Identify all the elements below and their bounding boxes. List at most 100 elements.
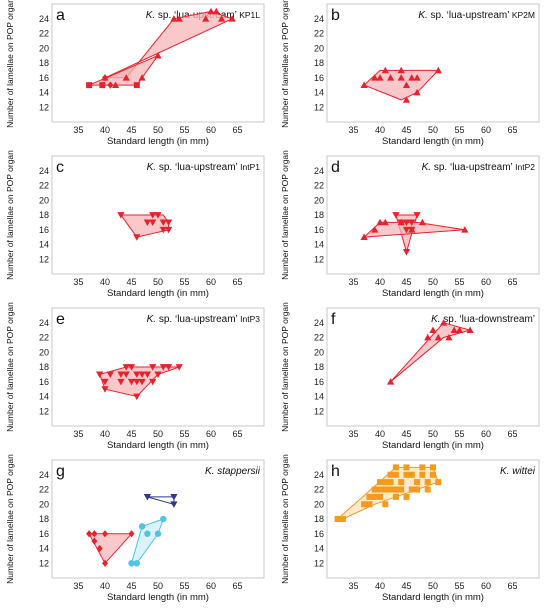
data-point <box>392 486 399 493</box>
x-tick-label: 35 <box>348 429 358 439</box>
data-point <box>101 386 109 393</box>
data-point <box>133 234 141 241</box>
y-tick-label: 24 <box>39 318 49 328</box>
data-point <box>86 530 93 538</box>
data-point <box>387 74 395 81</box>
data-point <box>402 226 411 234</box>
plot-area <box>326 3 540 123</box>
y-tick-label: 24 <box>314 166 324 176</box>
data-point <box>127 364 136 371</box>
y-tick-label: 12 <box>39 406 49 416</box>
population-code: IntP3 <box>238 314 260 324</box>
data-point <box>408 219 416 226</box>
x-tick-label: 55 <box>179 581 189 591</box>
panel-title: K. sp. ‘lua-downstream’ <box>431 314 535 325</box>
species-name: sp. ‘lua-upstream’ <box>431 162 513 173</box>
x-tick-label: 65 <box>232 277 242 287</box>
data-point <box>133 82 140 89</box>
x-tick-label: 50 <box>428 125 438 135</box>
y-tick-label: 18 <box>314 514 324 524</box>
data-point <box>424 333 432 341</box>
data-point <box>376 74 384 81</box>
y-axis-label: Number of lamellae on POP organ <box>280 0 290 128</box>
y-tick-label: 20 <box>39 499 49 509</box>
x-tick-label: 60 <box>481 125 491 135</box>
y-tick-label: 16 <box>39 225 49 235</box>
x-tick-label: 35 <box>348 581 358 591</box>
data-point <box>402 248 411 256</box>
y-tick-label: 18 <box>39 210 49 220</box>
data-point <box>377 493 383 500</box>
data-point <box>413 88 421 96</box>
panel-a: 35 40 45 50 55 60 65 12 14 16 18 20 22 24 Standard len… <box>5 0 265 147</box>
data-point <box>398 486 405 493</box>
data-point <box>408 74 416 81</box>
y-tick-label: 14 <box>39 544 49 554</box>
data-point <box>366 493 373 500</box>
data-point <box>419 471 426 478</box>
panel-title: K. sp. ‘lua-upstream’ IntP1 <box>147 162 261 173</box>
data-point <box>403 493 410 500</box>
data-point <box>397 218 405 226</box>
data-point <box>382 486 389 493</box>
data-point <box>91 530 98 538</box>
data-point <box>334 516 341 522</box>
data-point <box>175 15 183 22</box>
population-code: IntP2 <box>513 162 535 172</box>
y-tick-label: 20 <box>314 43 324 53</box>
panel-title: K. sp. ‘lua-upstream’ IntP2 <box>422 162 536 173</box>
x-tick-label: 50 <box>153 429 163 439</box>
y-tick-label: 18 <box>39 362 49 372</box>
y-axis-label: Number of lamellae on POP organ <box>280 454 290 584</box>
species-genus: K. <box>431 314 440 325</box>
data-point <box>102 530 108 538</box>
x-tick-label: 45 <box>401 125 411 135</box>
data-point <box>398 479 405 486</box>
species-genus: K. <box>422 162 431 173</box>
data-point <box>170 501 178 508</box>
data-point <box>397 74 405 81</box>
y-tick-label: 22 <box>314 181 324 191</box>
x-tick-label: 45 <box>126 277 136 287</box>
panel-c: 35 40 45 50 55 60 65 12 14 16 18 20 22 24 Standard len… <box>5 150 265 299</box>
x-axis-label: Standard length (in mm) <box>107 592 209 603</box>
data-point <box>91 537 98 545</box>
y-tick-label: 16 <box>314 529 324 539</box>
y-tick-label: 12 <box>314 102 324 112</box>
x-tick-label: 45 <box>401 581 411 591</box>
x-tick-label: 45 <box>401 429 411 439</box>
data-point <box>418 218 426 226</box>
y-axis-label: Number of lamellae on POP organ <box>5 454 15 584</box>
x-tick-label: 55 <box>454 125 464 135</box>
data-point <box>86 82 93 89</box>
x-tick-label: 60 <box>206 277 216 287</box>
data-point <box>413 74 421 81</box>
x-axis-label: Standard length (in mm) <box>107 136 209 147</box>
species-name: sp. ‘lua-upstream’ <box>156 162 238 173</box>
panel-title: K. stappersii <box>205 466 261 477</box>
y-axis-label: Number of lamellae on POP organ <box>280 150 290 280</box>
x-tick-label: 35 <box>73 429 83 439</box>
x-tick-label: 35 <box>73 277 83 287</box>
y-tick-label: 24 <box>39 166 49 176</box>
data-point <box>440 319 448 326</box>
data-point <box>159 364 167 371</box>
x-tick-label: 40 <box>100 429 110 439</box>
x-tick-label: 65 <box>507 429 517 439</box>
panel-letter: c <box>56 159 64 176</box>
y-axis-label: Number of lamellae on POP organ <box>5 0 15 128</box>
data-point <box>154 530 162 537</box>
x-axis-label: Standard length (in mm) <box>382 592 484 603</box>
y-tick-label: 18 <box>314 210 324 220</box>
x-tick-label: 40 <box>375 125 385 135</box>
species-genus: K. wittei <box>500 466 536 477</box>
x-axis-label: Standard length (in mm) <box>382 288 484 299</box>
y-axis-label: Number of lamellae on POP organ <box>5 302 15 432</box>
y-tick-label: 22 <box>39 485 49 495</box>
data-point <box>419 464 426 471</box>
data-point <box>170 15 178 22</box>
data-point <box>138 74 146 81</box>
panel-b: 35 40 45 50 55 60 65 12 14 16 18 20 22 24 Standard len… <box>280 0 540 147</box>
data-point <box>133 560 140 567</box>
y-tick-label: 20 <box>314 499 324 509</box>
